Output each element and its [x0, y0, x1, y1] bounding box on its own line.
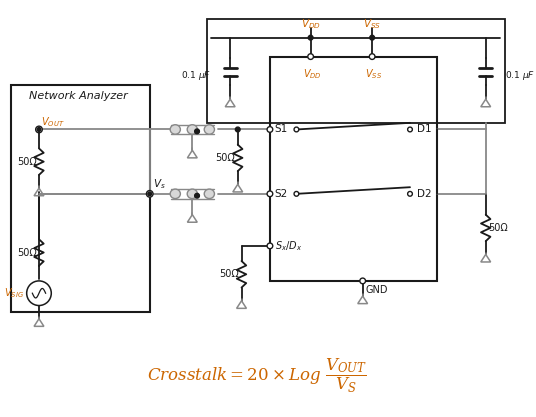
Text: $V_{SS}$: $V_{SS}$ [366, 67, 383, 80]
Circle shape [360, 278, 366, 284]
Circle shape [267, 191, 273, 197]
Text: $V_{OUT}$: $V_{OUT}$ [41, 115, 64, 129]
Ellipse shape [170, 125, 181, 134]
Circle shape [294, 127, 299, 132]
Circle shape [195, 193, 199, 198]
Circle shape [146, 191, 153, 197]
Text: 50Ω: 50Ω [215, 153, 235, 163]
Ellipse shape [187, 189, 197, 198]
Text: $V_{DD}$: $V_{DD}$ [301, 18, 321, 31]
Circle shape [36, 126, 42, 133]
Text: D2: D2 [417, 189, 432, 199]
Text: Network Analyzer: Network Analyzer [29, 91, 128, 101]
Circle shape [148, 192, 152, 196]
Text: S2: S2 [274, 189, 288, 199]
Circle shape [37, 128, 41, 131]
Circle shape [408, 127, 412, 132]
Text: $S_x/D_x$: $S_x/D_x$ [274, 239, 302, 253]
Circle shape [408, 191, 412, 196]
Circle shape [195, 129, 199, 134]
Text: S1: S1 [274, 124, 288, 134]
Text: $\mathit{Crosstalk} = 20 \times \mathit{Log}\ \dfrac{V_{OUT}}{V_S}$: $\mathit{Crosstalk} = 20 \times \mathit{… [147, 356, 367, 395]
Ellipse shape [187, 125, 197, 134]
Circle shape [308, 54, 314, 60]
Text: 50Ω: 50Ω [219, 269, 239, 279]
Ellipse shape [204, 189, 214, 198]
Text: $V_s$: $V_s$ [153, 178, 165, 191]
Text: GND: GND [366, 285, 388, 295]
Circle shape [308, 35, 313, 40]
Text: 50Ω: 50Ω [488, 223, 508, 233]
Text: $V_{DD}$: $V_{DD}$ [303, 67, 322, 80]
Ellipse shape [170, 189, 181, 198]
Text: $V_{SS}$: $V_{SS}$ [363, 18, 381, 31]
Text: $0.1\ \mu F$: $0.1\ \mu F$ [181, 69, 211, 82]
Ellipse shape [204, 125, 214, 134]
Text: D1: D1 [417, 124, 432, 134]
Circle shape [294, 191, 299, 196]
Circle shape [267, 127, 273, 132]
Text: 50Ω: 50Ω [17, 157, 36, 167]
Text: $V_{SIG}$: $V_{SIG}$ [4, 286, 24, 300]
Text: 50Ω: 50Ω [17, 248, 36, 258]
Text: $0.1\ \mu F$: $0.1\ \mu F$ [505, 69, 535, 82]
Circle shape [267, 243, 273, 249]
Circle shape [369, 54, 375, 60]
Circle shape [235, 127, 240, 132]
Circle shape [370, 35, 375, 40]
